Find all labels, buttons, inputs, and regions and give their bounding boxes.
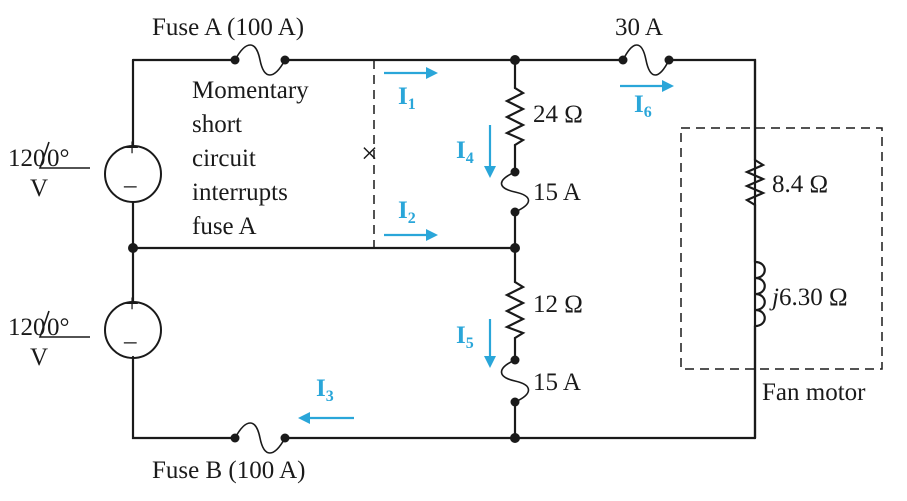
- resistor-8-4-ohm: [744, 158, 766, 207]
- fuse-b: [230, 422, 290, 454]
- note-line-1: Momentary: [192, 77, 309, 104]
- fuse-30a-label: 30 A: [615, 14, 663, 41]
- resistor-24-ohm: [504, 86, 526, 147]
- source-bottom-angle: 0°: [47, 314, 70, 341]
- current-label-i1: I1: [398, 83, 416, 113]
- voltage-source-top: [104, 145, 162, 203]
- source-bottom-magnitude: 120: [8, 314, 46, 341]
- fuse-a-label: Fuse A (100 A): [152, 14, 304, 41]
- source-top-minus: –: [123, 172, 137, 199]
- note-line-3: circuit: [192, 145, 256, 172]
- note-line-5: fuse A: [192, 213, 257, 240]
- junction-dots: [128, 55, 520, 443]
- fuse-15a-lower: [500, 355, 530, 407]
- source-top-angle: 0°: [47, 145, 70, 172]
- fuse-15a-upper: [500, 167, 530, 217]
- source-top-angle-bracket: [38, 141, 90, 169]
- current-label-i3: I3: [316, 375, 334, 405]
- source-bottom-angle-bracket: [38, 310, 90, 338]
- source-bottom-unit: V: [30, 344, 48, 371]
- source-bottom-minus: –: [123, 328, 137, 355]
- source-top-magnitude: 120: [8, 145, 46, 172]
- wire-top-right: [668, 58, 757, 440]
- current-label-i5: I5: [456, 322, 474, 352]
- current-label-i2: I2: [398, 197, 416, 227]
- fuse-15a-upper-label: 15 A: [533, 179, 581, 206]
- note-line-2: short: [192, 111, 242, 138]
- current-label-i6: I6: [634, 91, 652, 121]
- fan-motor-box: [680, 127, 883, 370]
- fuse-a: [230, 44, 290, 76]
- fuse-30a: [618, 44, 674, 76]
- source-bottom-plus: +: [125, 291, 139, 318]
- inductor-j6-30: [753, 260, 766, 328]
- wire-left-lower: [131, 355, 234, 440]
- short-circuit-mark: ×: [361, 137, 378, 170]
- resistor-24-label: 24 Ω: [533, 101, 583, 128]
- note-line-4: interrupts: [192, 179, 288, 206]
- fuse-15a-lower-label: 15 A: [533, 369, 581, 396]
- resistor-12-label: 12 Ω: [533, 291, 583, 318]
- resistor-12-ohm: [504, 280, 526, 340]
- voltage-source-bottom: [104, 301, 162, 359]
- wires: [131, 58, 757, 440]
- fuse-b-label: Fuse B (100 A): [152, 457, 305, 484]
- inductor-label: j6.30 Ω: [769, 284, 848, 311]
- current-arrows: [298, 67, 674, 424]
- resistor-8-4-label: 8.4 Ω: [772, 171, 828, 198]
- source-top-unit: V: [30, 175, 48, 202]
- fan-motor-label: Fan motor: [762, 379, 866, 406]
- source-top-plus: +: [125, 135, 139, 162]
- current-label-i4: I4: [456, 137, 474, 167]
